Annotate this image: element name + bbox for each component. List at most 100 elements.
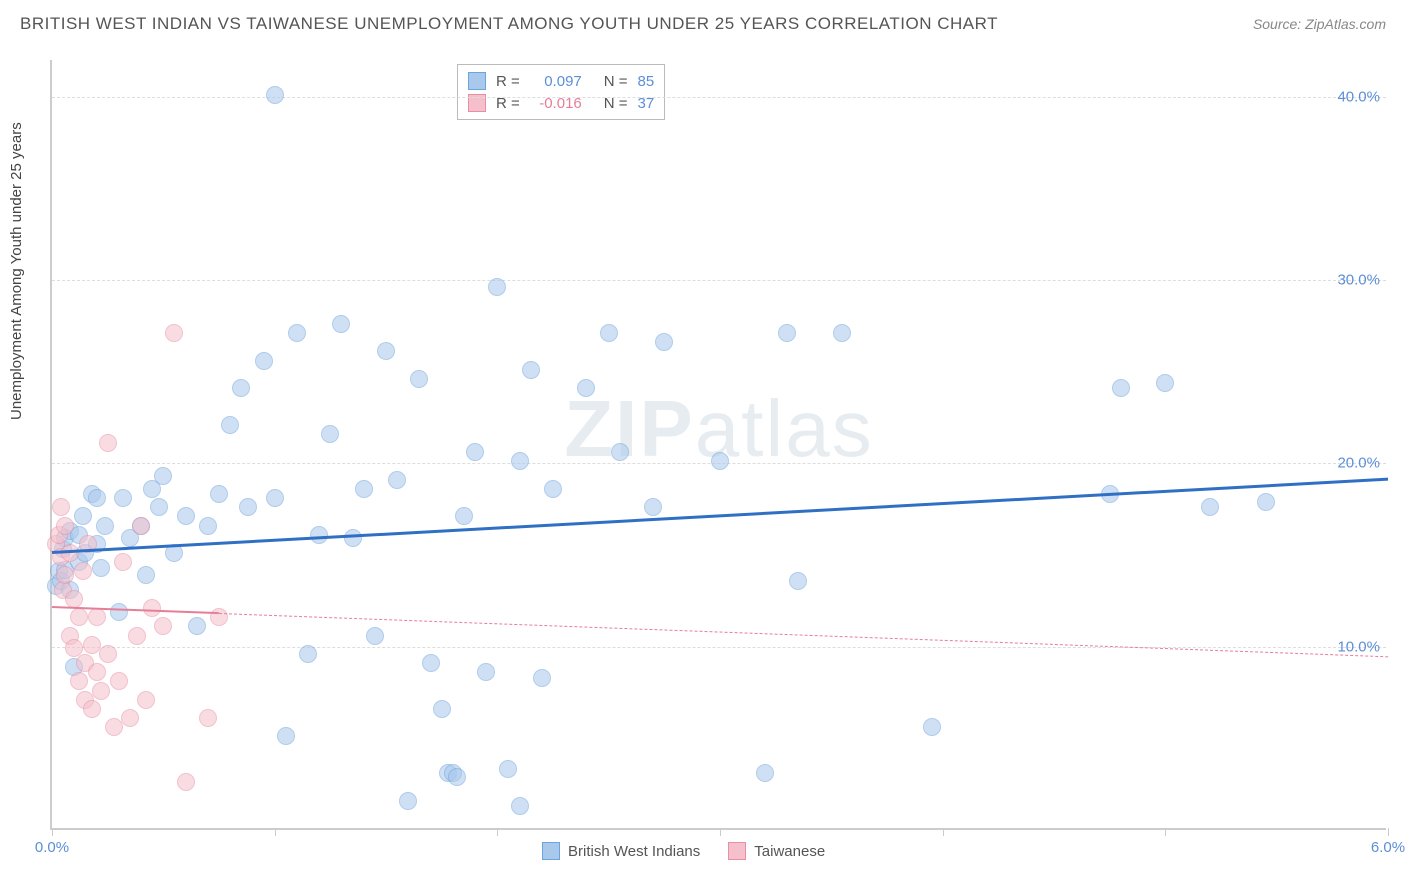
- scatter-point: [128, 627, 146, 645]
- scatter-point: [448, 768, 466, 786]
- scatter-point: [923, 718, 941, 736]
- series-swatch: [468, 72, 486, 90]
- scatter-point: [239, 498, 257, 516]
- series-swatch: [542, 842, 560, 860]
- legend-item: British West Indians: [542, 842, 700, 860]
- scatter-point: [199, 517, 217, 535]
- legend-label: British West Indians: [568, 843, 700, 860]
- scatter-point: [143, 599, 161, 617]
- r-value: 0.097: [530, 73, 582, 90]
- scatter-point: [255, 352, 273, 370]
- stats-box: R = 0.097 N = 85 R =-0.016N =37: [457, 64, 665, 120]
- scatter-point: [366, 627, 384, 645]
- scatter-point: [132, 517, 150, 535]
- scatter-point: [756, 764, 774, 782]
- stats-row: R = 0.097 N = 85: [468, 70, 654, 92]
- scatter-point: [210, 608, 228, 626]
- scatter-point: [221, 416, 239, 434]
- scatter-point: [65, 590, 83, 608]
- y-axis-label: Unemployment Among Youth under 25 years: [8, 122, 25, 420]
- scatter-point: [114, 553, 132, 571]
- scatter-point: [188, 617, 206, 635]
- scatter-point: [88, 489, 106, 507]
- scatter-point: [74, 507, 92, 525]
- scatter-point: [388, 471, 406, 489]
- scatter-point: [99, 645, 117, 663]
- scatter-point: [522, 361, 540, 379]
- scatter-point: [83, 700, 101, 718]
- scatter-point: [377, 342, 395, 360]
- gridline: [52, 647, 1386, 648]
- scatter-point: [114, 489, 132, 507]
- scatter-point: [533, 669, 551, 687]
- r-label: R =: [496, 73, 520, 90]
- scatter-point: [92, 559, 110, 577]
- scatter-point: [789, 572, 807, 590]
- scatter-point: [70, 608, 88, 626]
- source-label: Source: ZipAtlas.com: [1253, 16, 1386, 32]
- n-value: 85: [638, 73, 655, 90]
- scatter-point: [511, 797, 529, 815]
- scatter-point: [332, 315, 350, 333]
- scatter-point: [177, 773, 195, 791]
- trend-line: [52, 478, 1388, 554]
- x-tick-label: 6.0%: [1371, 839, 1405, 856]
- gridline: [52, 97, 1386, 98]
- scatter-point: [433, 700, 451, 718]
- n-label: N =: [604, 73, 628, 90]
- scatter-point: [511, 452, 529, 470]
- y-tick-label: 20.0%: [1337, 455, 1380, 472]
- scatter-point: [150, 498, 168, 516]
- scatter-point: [600, 324, 618, 342]
- plot-area: ZIPatlas R =0.097N =85R =-0.016N =37 Bri…: [50, 60, 1386, 830]
- x-tick: [1165, 828, 1166, 836]
- scatter-point: [299, 645, 317, 663]
- scatter-point: [644, 498, 662, 516]
- scatter-point: [1257, 493, 1275, 511]
- scatter-point: [232, 379, 250, 397]
- scatter-point: [488, 278, 506, 296]
- scatter-point: [477, 663, 495, 681]
- scatter-point: [410, 370, 428, 388]
- x-tick: [720, 828, 721, 836]
- scatter-point: [611, 443, 629, 461]
- x-tick: [1388, 828, 1389, 836]
- scatter-point: [544, 480, 562, 498]
- scatter-point: [310, 526, 328, 544]
- x-tick: [275, 828, 276, 836]
- scatter-point: [1112, 379, 1130, 397]
- scatter-point: [154, 617, 172, 635]
- x-tick-label: 0.0%: [35, 839, 69, 856]
- scatter-point: [121, 709, 139, 727]
- scatter-point: [154, 467, 172, 485]
- scatter-point: [199, 709, 217, 727]
- header: BRITISH WEST INDIAN VS TAIWANESE UNEMPLO…: [0, 0, 1406, 48]
- series-swatch: [728, 842, 746, 860]
- scatter-point: [137, 691, 155, 709]
- legend-item: Taiwanese: [728, 842, 825, 860]
- scatter-point: [56, 566, 74, 584]
- scatter-point: [177, 507, 195, 525]
- scatter-point: [52, 498, 70, 516]
- scatter-point: [210, 485, 228, 503]
- gridline: [52, 280, 1386, 281]
- scatter-point: [74, 562, 92, 580]
- scatter-point: [833, 324, 851, 342]
- scatter-point: [577, 379, 595, 397]
- scatter-point: [88, 663, 106, 681]
- y-tick-label: 10.0%: [1337, 638, 1380, 655]
- scatter-point: [110, 603, 128, 621]
- x-tick: [497, 828, 498, 836]
- scatter-point: [288, 324, 306, 342]
- scatter-point: [466, 443, 484, 461]
- scatter-point: [655, 333, 673, 351]
- scatter-point: [92, 682, 110, 700]
- scatter-point: [266, 489, 284, 507]
- stats-row: R =-0.016N =37: [468, 92, 654, 114]
- scatter-point: [455, 507, 473, 525]
- scatter-point: [1156, 374, 1174, 392]
- bottom-legend: British West Indians Taiwanese: [542, 842, 825, 860]
- scatter-point: [88, 608, 106, 626]
- scatter-point: [277, 727, 295, 745]
- chart-title: BRITISH WEST INDIAN VS TAIWANESE UNEMPLO…: [20, 14, 998, 34]
